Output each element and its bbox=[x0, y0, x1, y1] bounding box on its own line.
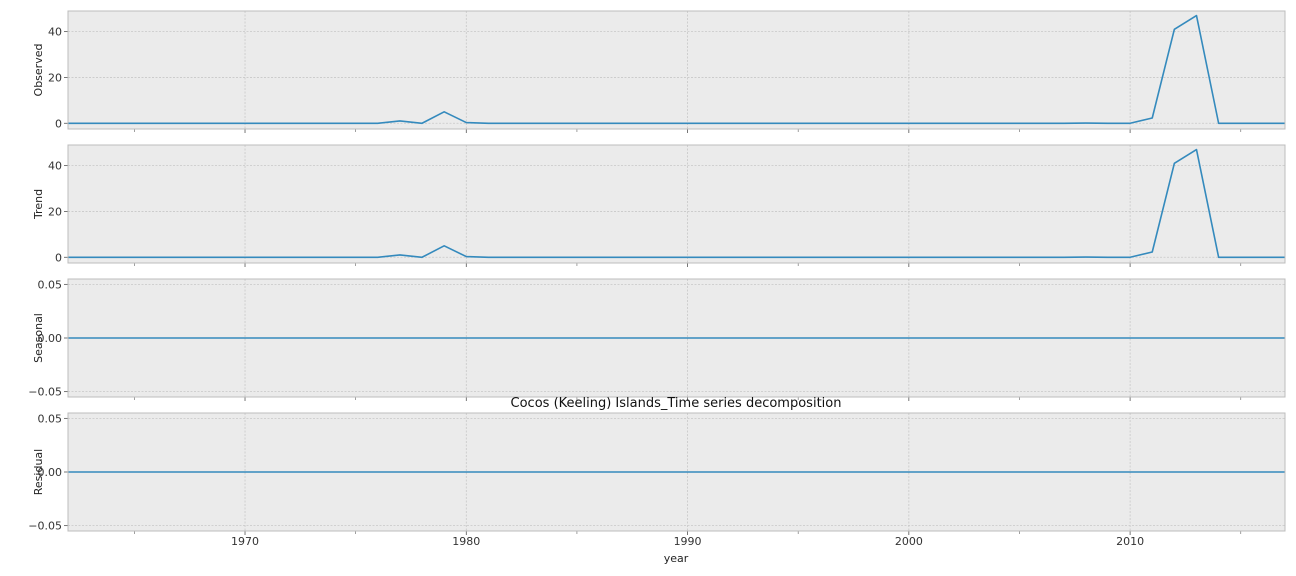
y-tick-label: −0.05 bbox=[28, 386, 62, 399]
y-tick-label: 0 bbox=[55, 251, 62, 264]
y-tick-label: 0 bbox=[55, 117, 62, 130]
panel-frame bbox=[67, 412, 1286, 532]
panel-frame bbox=[67, 144, 1286, 264]
x-tick-label: 1980 bbox=[452, 535, 480, 548]
series-line-trend bbox=[68, 148, 1285, 259]
panel-background bbox=[68, 11, 1285, 129]
y-axis-label-observed: Observed bbox=[32, 44, 45, 97]
panel-residual: 0.05 0.00 −0.05 Residual bbox=[28, 412, 1286, 535]
panel-seasonal: 0.05 0.00 −0.05 Seasonal bbox=[28, 278, 1286, 401]
y-tick-label: 0.00 bbox=[38, 332, 63, 345]
chart-title: Cocos (Keeling) Islands_Time series deco… bbox=[511, 396, 842, 411]
y-tick-label: 0.05 bbox=[38, 412, 63, 425]
y-tick-label: 40 bbox=[48, 160, 62, 173]
y-axis-label-seasonal: Seasonal bbox=[32, 313, 45, 363]
x-tick-label: 1970 bbox=[231, 535, 259, 548]
y-tick-label: 40 bbox=[48, 26, 62, 39]
y-tick-label: 0.05 bbox=[38, 278, 63, 291]
panel-frame bbox=[67, 10, 1286, 130]
y-axis-label-trend: Trend bbox=[32, 189, 45, 220]
panels-layer: 02040Observed02040Trend0.050.00−0.05Seas… bbox=[28, 10, 1286, 548]
panel-background bbox=[68, 145, 1285, 263]
y-tick-label: −0.05 bbox=[28, 520, 62, 533]
x-tick-label: 1990 bbox=[674, 535, 702, 548]
x-tick-label: 2000 bbox=[895, 535, 923, 548]
y-tick-label: 20 bbox=[48, 205, 62, 218]
y-tick-label: 20 bbox=[48, 71, 62, 84]
y-axis-label-residual: Residual bbox=[32, 449, 45, 495]
x-tick-label: 2010 bbox=[1116, 535, 1144, 548]
series-line-observed bbox=[68, 14, 1285, 125]
x-axis-label: year bbox=[664, 552, 689, 565]
panel-frame bbox=[67, 278, 1286, 398]
panel-trend: 0 20 40 Trend bbox=[32, 144, 1286, 267]
y-tick-label: 0.00 bbox=[38, 466, 63, 479]
